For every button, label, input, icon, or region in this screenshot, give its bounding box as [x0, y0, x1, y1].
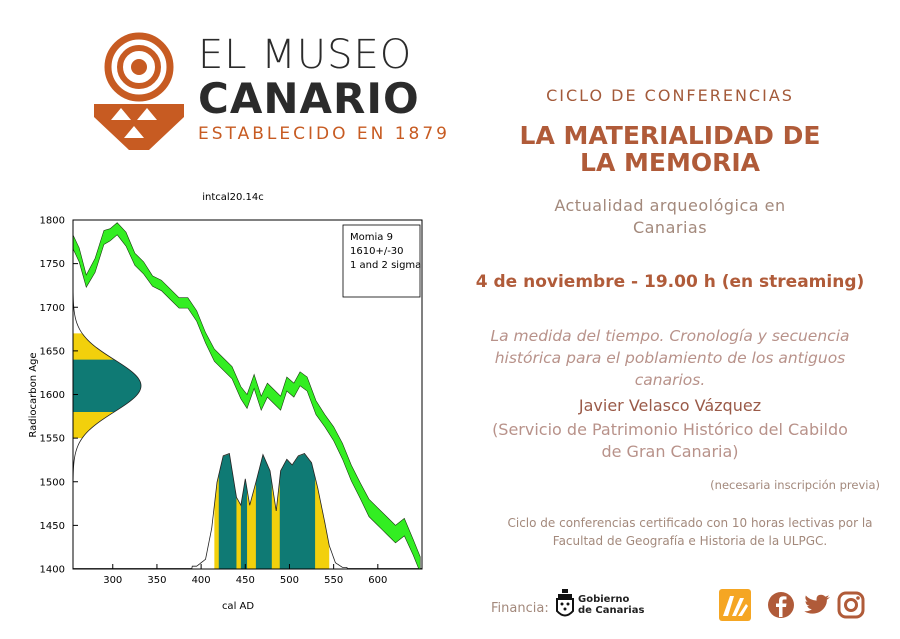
legend-box: [342, 224, 421, 298]
funding-label: Financia:: [491, 601, 549, 616]
legend-line2: 1610+/-30: [350, 246, 404, 257]
certificate-line1: Ciclo de conferencias certificado con 10…: [507, 516, 873, 530]
funder-line2: de Canarias: [578, 605, 645, 616]
twitter-icon[interactable]: [800, 588, 834, 622]
y-tick-label: 1650: [40, 346, 65, 357]
certificate-note: Ciclo de conferencias certificado con 10…: [495, 514, 885, 550]
calibrated-1sigma-range: [240, 479, 248, 569]
talk-subtitle-line1: Actualidad arqueológica en: [554, 196, 786, 215]
logo-text-line2: CANARIO: [198, 74, 420, 123]
axes: 300 350 400 450 500 550 600 1400 1450 1500 1550 160…: [40, 216, 388, 587]
chart-legend: Momia 9 1610+/-30 1 and 2 sigma: [342, 224, 421, 298]
affiliation-line1: (Servicio de Patrimonio Histórico del Ca…: [492, 420, 848, 439]
abstract-line2: histórica para el poblamiento de los ant…: [494, 349, 846, 367]
museo-canario-logo-icon: [94, 32, 184, 150]
logo-text-line1: EL MUSEO: [198, 32, 413, 78]
museum-logo-icon[interactable]: [718, 588, 752, 622]
talk-title-line1: LA MATERIALIDAD DE: [519, 121, 821, 150]
instagram-icon[interactable]: [834, 588, 868, 622]
y-axis-label: Radiocarbon Age: [28, 352, 39, 437]
certificate-line2: Facultad de Geografía e Historia de la U…: [552, 534, 828, 548]
event-date: 4 de noviembre - 19.00 h (en streaming): [475, 272, 865, 292]
registration-note: (necesaria inscripción previa): [710, 478, 880, 492]
speaker-affiliation: (Servicio de Patrimonio Histórico del Ca…: [470, 419, 870, 463]
gobierno-crest-icon: [556, 589, 574, 617]
x-tick-label: 450: [236, 575, 255, 586]
series-title: CICLO DE CONFERENCIAS: [546, 86, 794, 105]
facebook-icon[interactable]: [764, 588, 798, 622]
y-tick-label: 1800: [40, 216, 65, 227]
funder-name: Gobierno de Canarias: [578, 594, 644, 616]
abstract-line1: La medida del tiempo. Cronología y secue…: [490, 327, 850, 345]
y-tick-label: 1700: [40, 303, 65, 314]
calibrated-1sigma-range: [218, 454, 237, 569]
talk-subtitle: Actualidad arqueológica en Canarias: [470, 195, 870, 239]
y-tick-label: 1400: [40, 565, 65, 576]
x-tick-label: 550: [324, 575, 343, 586]
calibrated-1sigma-range: [255, 455, 272, 569]
legend-line3: 1 and 2 sigma: [350, 260, 421, 271]
y-tick-label: 1750: [40, 259, 65, 270]
talk-abstract: La medida del tiempo. Cronología y secue…: [470, 325, 870, 391]
affiliation-line2: de Gran Canaria): [601, 442, 739, 461]
funder-line1: Gobierno: [578, 594, 630, 605]
plot-area: [73, 222, 422, 569]
speaker-name: Javier Velasco Vázquez: [578, 396, 762, 415]
x-tick-label: 350: [147, 575, 166, 586]
y-tick-label: 1550: [40, 434, 65, 445]
x-tick-label: 300: [103, 575, 122, 586]
calibration-curve-band: [73, 222, 421, 569]
logo-established: ESTABLECIDO EN 1879: [198, 124, 450, 144]
talk-title-line2: LA MEMORIA: [580, 148, 760, 177]
y-tick-label: 1450: [40, 521, 65, 532]
calibrated-1sigma-range: [279, 454, 316, 569]
talk-title: LA MATERIALIDAD DE LA MEMORIA: [470, 122, 870, 176]
measurement-density-outline: [73, 281, 142, 491]
measurement-1sigma-band: [73, 359, 141, 412]
y-tick-label: 1600: [40, 390, 65, 401]
y-tick-label: 1500: [40, 477, 65, 488]
x-axis-label: cal AD: [222, 601, 254, 612]
x-tick-label: 600: [368, 575, 387, 586]
abstract-line3: canarios.: [634, 371, 706, 389]
x-tick-label: 400: [192, 575, 211, 586]
talk-subtitle-line2: Canarias: [632, 218, 708, 237]
legend-line1: Momia 9: [350, 232, 393, 243]
chart-title: intcal20.14c: [202, 192, 264, 203]
x-tick-label: 500: [280, 575, 299, 586]
radiocarbon-calibration-chart: intcal20.14c 300 350 400 450 500 550 600 1400 14…: [28, 192, 423, 612]
